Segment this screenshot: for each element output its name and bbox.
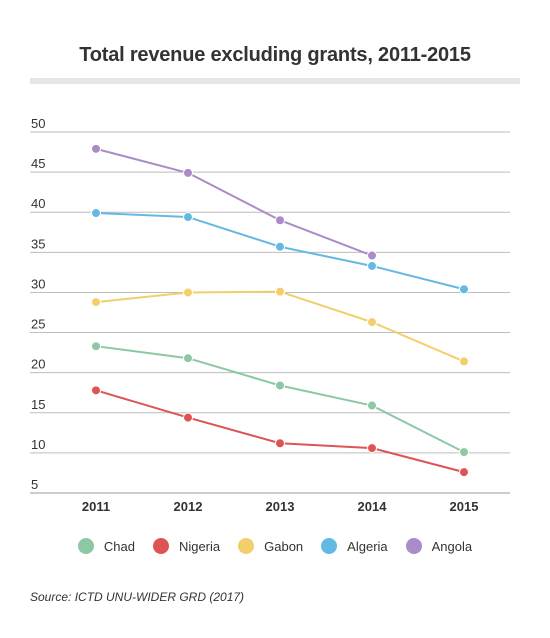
y-tick-label-40: 40 bbox=[31, 196, 45, 211]
line-chart: 5 10 15 20 25 30 35 40 45 50 2011 2012 2013 2014 2015 bbox=[30, 116, 510, 514]
data-point-angola-2012 bbox=[183, 167, 193, 178]
data-point-gabon-2015 bbox=[459, 356, 469, 367]
legend-label-algeria: Algeria bbox=[347, 538, 388, 554]
data-point-angola-2014 bbox=[367, 250, 377, 261]
legend-item-angola[interactable]: Angola bbox=[405, 538, 473, 554]
series-points bbox=[91, 143, 469, 478]
data-point-algeria-2013 bbox=[275, 241, 285, 252]
legend-item-algeria[interactable]: Algeria bbox=[321, 538, 388, 554]
legend-swatch-angola bbox=[405, 538, 422, 554]
gridlines bbox=[30, 131, 510, 494]
data-point-gabon-2011 bbox=[91, 297, 101, 308]
data-point-chad-2012 bbox=[183, 353, 193, 364]
legend-item-chad[interactable]: Chad bbox=[77, 538, 135, 554]
x-tick-label-2015: 2015 bbox=[450, 499, 479, 514]
series-line-angola bbox=[95, 147, 373, 257]
x-tick-label-2011: 2011 bbox=[82, 499, 110, 514]
data-point-chad-2011 bbox=[91, 341, 101, 352]
legend-item-gabon[interactable]: Gabon bbox=[238, 538, 303, 554]
y-tick-label-15: 15 bbox=[31, 397, 45, 412]
series-lines bbox=[95, 147, 465, 474]
data-point-gabon-2012 bbox=[183, 287, 193, 298]
data-point-nigeria-2011 bbox=[91, 385, 101, 396]
data-point-algeria-2015 bbox=[459, 284, 469, 295]
y-axis-ticks: 5 10 15 20 25 30 35 40 45 50 bbox=[31, 116, 45, 492]
x-tick-label-2013: 2013 bbox=[266, 499, 295, 514]
data-point-angola-2013 bbox=[275, 215, 285, 226]
x-axis-ticks: 2011 2012 2013 2014 2015 bbox=[82, 499, 479, 514]
source-note: Source: ICTD UNU-WIDER GRD (2017) bbox=[30, 590, 245, 604]
x-tick-label-2014: 2014 bbox=[358, 499, 388, 514]
y-tick-label-50: 50 bbox=[31, 116, 45, 131]
chart-title: Total revenue excluding grants, 2011-201… bbox=[79, 44, 471, 66]
x-tick-label-2012: 2012 bbox=[174, 499, 203, 514]
legend-swatch-algeria bbox=[321, 538, 338, 554]
data-point-gabon-2014 bbox=[367, 317, 377, 328]
title-divider bbox=[30, 78, 520, 84]
y-tick-label-30: 30 bbox=[31, 276, 45, 291]
series-line-chad bbox=[95, 345, 465, 454]
data-point-nigeria-2015 bbox=[459, 467, 469, 478]
data-point-algeria-2014 bbox=[367, 260, 377, 271]
data-point-gabon-2013 bbox=[275, 286, 285, 297]
legend-item-nigeria[interactable]: Nigeria bbox=[152, 538, 221, 554]
legend-label-nigeria: Nigeria bbox=[178, 538, 221, 554]
data-point-chad-2014 bbox=[367, 400, 377, 411]
y-tick-label-20: 20 bbox=[31, 357, 45, 372]
legend-swatch-chad bbox=[77, 538, 94, 554]
y-tick-label-10: 10 bbox=[31, 437, 45, 452]
y-tick-label-25: 25 bbox=[31, 317, 45, 332]
y-tick-label-35: 35 bbox=[31, 236, 45, 251]
data-point-nigeria-2014 bbox=[367, 443, 377, 454]
data-point-algeria-2012 bbox=[183, 212, 193, 223]
data-point-angola-2011 bbox=[91, 143, 101, 154]
legend-swatch-gabon bbox=[238, 538, 255, 554]
data-point-algeria-2011 bbox=[91, 208, 101, 219]
y-tick-label-45: 45 bbox=[31, 156, 45, 171]
legend: Chad Nigeria Gabon Algeria Angola bbox=[0, 538, 550, 554]
y-tick-label-5: 5 bbox=[31, 477, 38, 492]
data-point-chad-2015 bbox=[459, 447, 469, 458]
data-point-nigeria-2013 bbox=[275, 438, 285, 449]
legend-swatch-nigeria bbox=[152, 538, 169, 554]
data-point-chad-2013 bbox=[275, 380, 285, 391]
series-line-nigeria bbox=[95, 389, 465, 474]
legend-label-angola: Angola bbox=[431, 538, 473, 554]
data-point-nigeria-2012 bbox=[183, 412, 193, 423]
legend-label-chad: Chad bbox=[103, 538, 135, 554]
legend-label-gabon: Gabon bbox=[264, 538, 304, 554]
series-line-gabon bbox=[95, 290, 465, 363]
